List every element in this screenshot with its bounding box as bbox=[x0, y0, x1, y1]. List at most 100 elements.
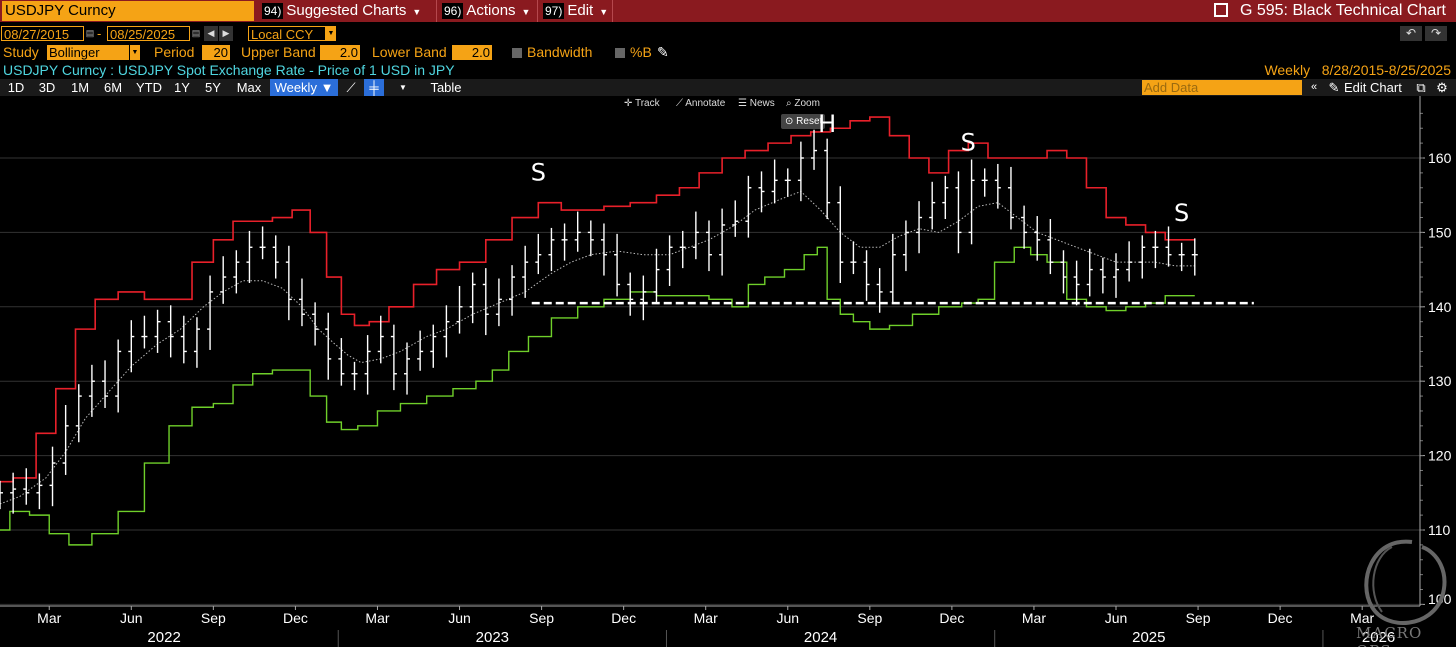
period-1y[interactable]: 1Y bbox=[174, 80, 190, 95]
x-year-label: 2024 bbox=[804, 629, 837, 646]
menu-divider bbox=[612, 0, 613, 22]
start-date-field[interactable]: 08/27/2015 bbox=[1, 26, 84, 42]
study-row: Study Bollinger ▼ Period 20 Upper Band 2… bbox=[0, 44, 1456, 61]
y-tick-label: 160 bbox=[1428, 150, 1452, 166]
x-month-label: Mar bbox=[365, 610, 389, 626]
lower-band-line bbox=[0, 246, 1195, 546]
menu-actions[interactable]: 96) Actions ▼ bbox=[442, 2, 531, 19]
x-month-label: Jun bbox=[776, 610, 799, 626]
study-label: Study bbox=[3, 44, 39, 60]
y-tick-label: 120 bbox=[1428, 448, 1452, 464]
x-month-label: Mar bbox=[1350, 610, 1374, 626]
line-chart-icon[interactable]: ⟋ bbox=[346, 80, 356, 95]
title-bar: USDJPY Curncy 94) Suggested Charts ▼ 96) Ac… bbox=[0, 0, 1456, 22]
gear-icon[interactable]: ⚙ bbox=[1436, 80, 1448, 95]
x-year-label: 2025 bbox=[1132, 629, 1165, 646]
undo-icon[interactable]: ↶ bbox=[1400, 26, 1422, 41]
date-separator: - bbox=[97, 26, 102, 41]
period-1d[interactable]: 1D bbox=[7, 80, 25, 95]
watermark-text: MACRO OPS bbox=[1356, 624, 1423, 647]
external-link-icon[interactable] bbox=[1213, 3, 1228, 17]
x-month-label: Sep bbox=[529, 610, 554, 626]
chevron-down-icon[interactable]: ▼ bbox=[399, 83, 407, 92]
study-select[interactable]: Bollinger bbox=[47, 45, 129, 60]
chevron-down-icon: ▼ bbox=[412, 7, 422, 17]
track-tool[interactable]: ✛ Track bbox=[624, 98, 660, 109]
x-month-label: Dec bbox=[611, 610, 636, 626]
x-month-label: Jun bbox=[1105, 610, 1128, 626]
x-month-label: Jun bbox=[120, 610, 143, 626]
zoom-tool[interactable]: ⌕ Zoom bbox=[786, 98, 820, 109]
lower-band-label: Lower Band bbox=[372, 44, 447, 60]
pencil-icon[interactable]: ✎ bbox=[657, 44, 669, 60]
y-tick-label: 150 bbox=[1428, 224, 1452, 240]
calendar-icon[interactable]: ▤ bbox=[191, 26, 201, 41]
ticker-input[interactable]: USDJPY Curncy bbox=[2, 1, 254, 21]
window-title: G 595: Black Technical Chart bbox=[1213, 0, 1446, 22]
next-arrow-icon[interactable]: ▶ bbox=[219, 26, 233, 41]
menu-suggested-charts[interactable]: 94) Suggested Charts ▼ bbox=[262, 2, 422, 19]
end-date-field[interactable]: 08/25/2025 bbox=[107, 26, 190, 42]
menu-divider bbox=[436, 0, 437, 22]
upper-band-field[interactable]: 2.0 bbox=[320, 45, 360, 60]
edit-chart-pencil-icon[interactable]: ✎ bbox=[1328, 80, 1340, 95]
annotation-label: S bbox=[961, 129, 976, 157]
collapse-icon[interactable]: « bbox=[1310, 81, 1318, 93]
period-ytd[interactable]: YTD bbox=[136, 80, 162, 95]
x-year-label: 2026 bbox=[1362, 629, 1395, 646]
x-month-label: Mar bbox=[694, 610, 718, 626]
prev-arrow-icon[interactable]: ◀ bbox=[204, 26, 218, 41]
x-month-label: Sep bbox=[1186, 610, 1211, 626]
chevron-down-icon[interactable]: ▼ bbox=[326, 26, 336, 41]
export-icon[interactable]: ⧉ bbox=[1416, 80, 1426, 95]
news-tool[interactable]: ☰ News bbox=[738, 98, 775, 109]
pctb-checkbox[interactable]: %B bbox=[615, 44, 652, 61]
calendar-icon[interactable]: ▤ bbox=[85, 26, 95, 41]
menu-divider bbox=[537, 0, 538, 22]
upper-band-label: Upper Band bbox=[241, 44, 316, 60]
menu-edit[interactable]: 97) Edit ▼ bbox=[543, 2, 609, 19]
x-month-label: Dec bbox=[1268, 610, 1293, 626]
macro-ops-logo-icon bbox=[1364, 539, 1447, 625]
y-tick-label: 130 bbox=[1428, 373, 1452, 389]
x-month-label: Jun bbox=[448, 610, 471, 626]
bandwidth-checkbox[interactable]: Bandwidth bbox=[512, 44, 592, 61]
period-field[interactable]: 20 bbox=[202, 45, 230, 60]
edit-chart-button[interactable]: Edit Chart bbox=[1344, 80, 1402, 95]
period-max[interactable]: Max bbox=[236, 80, 262, 95]
annotate-tool[interactable]: ⟋ Annotate bbox=[676, 98, 726, 109]
x-month-label: Sep bbox=[857, 610, 882, 626]
checkbox-icon bbox=[512, 48, 522, 58]
currency-select[interactable]: Local CCY bbox=[248, 26, 326, 42]
date-range: Weekly 8/28/2015-8/25/2025 bbox=[1264, 62, 1451, 78]
annotation-label: S bbox=[531, 158, 546, 186]
x-year-label: 2023 bbox=[476, 629, 509, 646]
frequency-select[interactable]: Weekly ▼ bbox=[270, 79, 338, 96]
checkbox-icon bbox=[615, 48, 625, 58]
chevron-down-icon[interactable]: ▼ bbox=[130, 45, 140, 60]
table-button[interactable]: Table bbox=[430, 80, 462, 95]
upper-band-line bbox=[0, 116, 1195, 483]
chevron-down-icon: ▼ bbox=[599, 7, 609, 17]
redo-icon[interactable]: ↷ bbox=[1425, 26, 1447, 41]
period-6m[interactable]: 6M bbox=[103, 80, 123, 95]
period-3d[interactable]: 3D bbox=[38, 80, 56, 95]
annotation-label: H bbox=[818, 110, 836, 138]
period-5y[interactable]: 5Y bbox=[205, 80, 221, 95]
x-month-label: Mar bbox=[37, 610, 61, 626]
annotation-label: S bbox=[1174, 199, 1189, 227]
bar-chart-icon[interactable]: ╪ bbox=[364, 79, 384, 96]
x-year-label: 2022 bbox=[147, 629, 180, 646]
middle-band-line bbox=[0, 190, 1195, 505]
period-1m[interactable]: 1M bbox=[70, 80, 90, 95]
date-row: 08/27/2015 ▤ - 08/25/2025 ▤ ◀ ▶ Local CC… bbox=[0, 26, 1456, 43]
x-month-label: Dec bbox=[939, 610, 964, 626]
reset-button[interactable]: ⊙ Reset bbox=[781, 114, 825, 129]
lower-band-field[interactable]: 2.0 bbox=[452, 45, 492, 60]
x-month-label: Mar bbox=[1022, 610, 1046, 626]
period-label: Period bbox=[154, 44, 195, 60]
y-tick-label: 140 bbox=[1428, 299, 1452, 315]
add-data-input[interactable]: Add Data bbox=[1142, 80, 1302, 95]
chevron-down-icon: ▼ bbox=[521, 7, 531, 17]
